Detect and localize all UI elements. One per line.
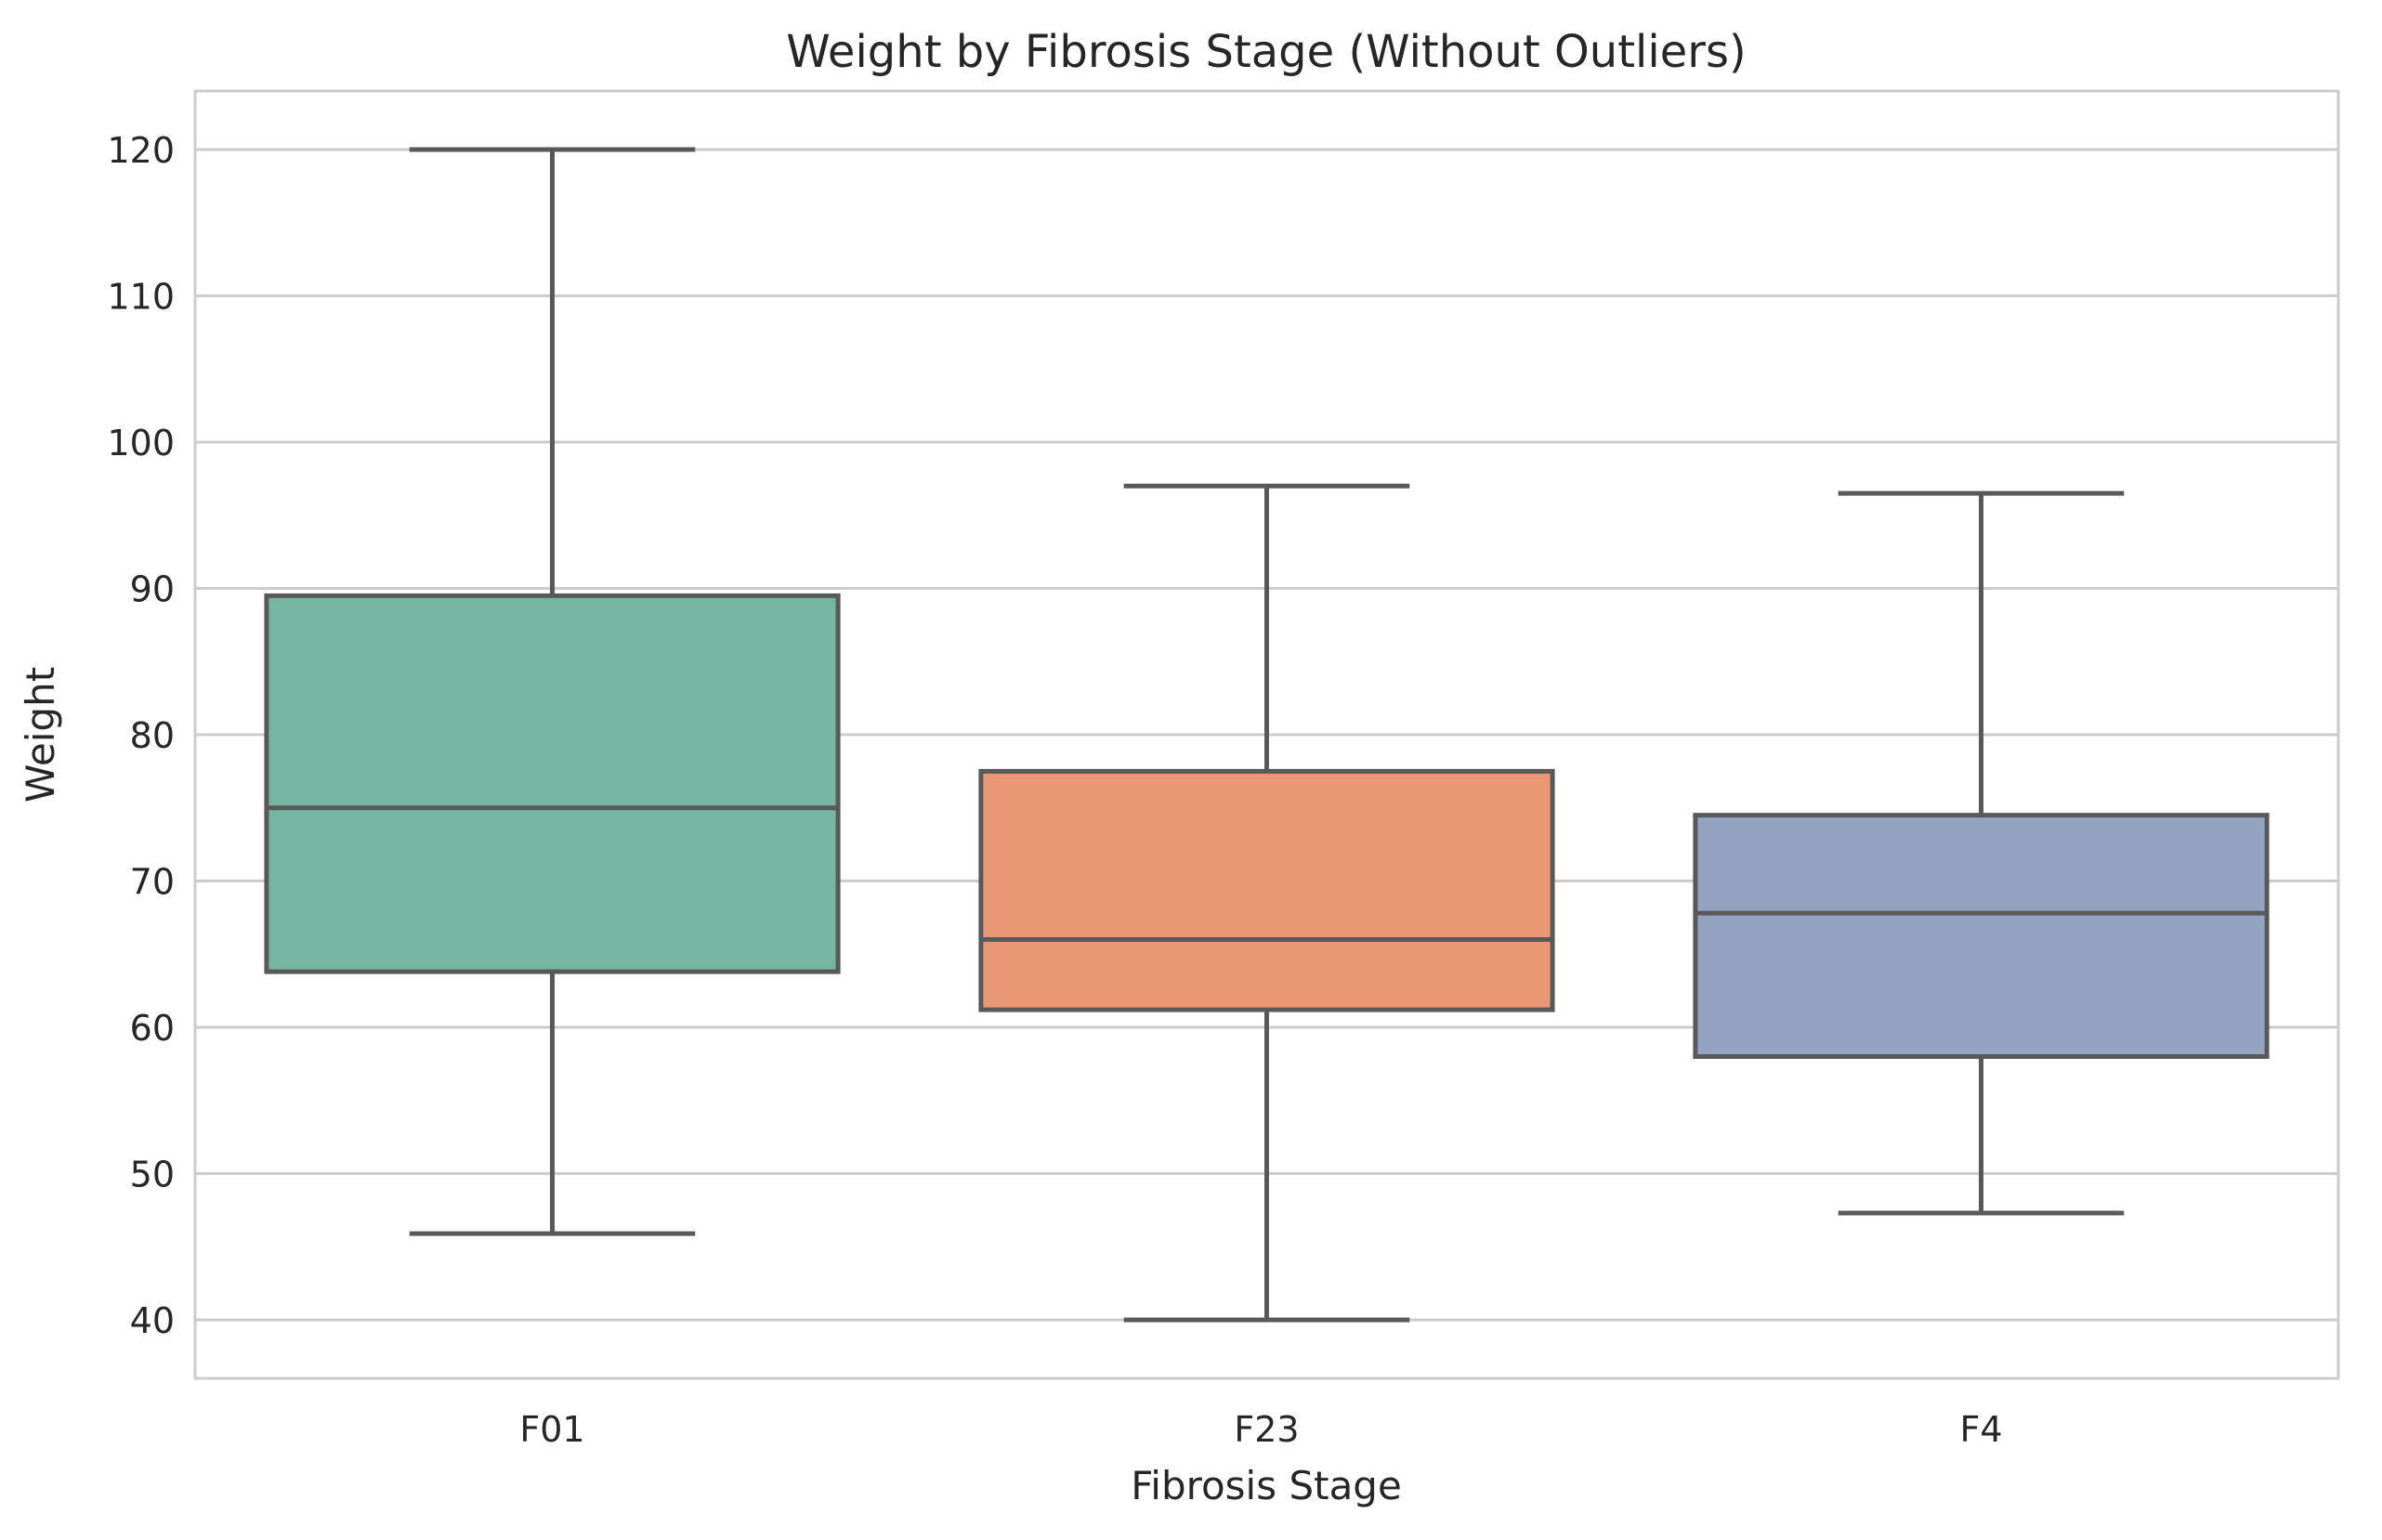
box-F4 [1693,490,2270,1216]
y-tick-label: 40 [130,1300,175,1341]
y-tick-label: 120 [107,130,175,171]
x-tick-label: F01 [519,1409,584,1450]
y-tick-label: 90 [130,569,175,610]
x-tick-label: F23 [1234,1409,1299,1450]
boxes [264,147,2270,1323]
y-tick-label: 60 [130,1008,175,1049]
y-tick-label: 100 [107,423,175,463]
box-iqr [1693,813,2270,1059]
x-tick-label: F4 [1959,1409,2002,1450]
y-tick-label: 50 [130,1155,175,1195]
box-F01 [264,147,841,1236]
box-F23 [978,483,1555,1323]
x-tick-labels: F01 F23 F4 [519,1409,2002,1450]
box-iqr [264,593,841,974]
y-tick-label: 110 [107,277,175,318]
box-iqr [978,768,1555,1012]
y-axis-label: Weight [18,667,63,803]
y-tick-label: 70 [130,862,175,903]
x-axis-label: Fibrosis Stage [1131,1463,1402,1508]
y-tick-labels: 40 50 60 70 80 90 100 110 120 [107,130,175,1341]
chart-title: Weight by Fibrosis Stage (Without Outlie… [786,26,1746,78]
y-tick-label: 80 [130,715,175,756]
plot-frame [193,89,2340,1380]
